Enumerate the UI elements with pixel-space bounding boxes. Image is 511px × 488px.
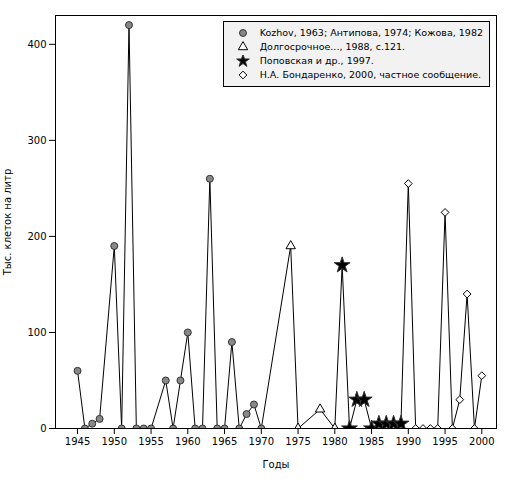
svg-text:1970: 1970 <box>249 436 274 447</box>
svg-text:1975: 1975 <box>285 436 310 447</box>
svg-text:0: 0 <box>40 423 46 434</box>
svg-text:1960: 1960 <box>175 436 200 447</box>
html-text:Долгосрочное..., 1988, с.121.: Долгосрочное..., 1988, с.121. <box>259 41 406 52</box>
svg-text:100: 100 <box>27 327 46 338</box>
html-text:Kozhov, 1963; Антипова, 1974;: Kozhov, 1963; Антипова, 1974; Кожова, 19… <box>259 27 483 38</box>
svg-text:300: 300 <box>27 135 46 146</box>
svg-text:1965: 1965 <box>212 436 237 447</box>
svg-text:Годы: Годы <box>262 459 289 470</box>
svg-text:Тыс. клеток на литр: Тыс. клеток на литр <box>2 169 13 277</box>
svg-text:1990: 1990 <box>396 436 421 447</box>
html-text:Поповская и др., 1997.: Поповская и др., 1997. <box>259 55 374 66</box>
svg-text:1980: 1980 <box>322 436 347 447</box>
svg-text:1950: 1950 <box>102 436 127 447</box>
svg-text:1955: 1955 <box>138 436 163 447</box>
svg-text:1945: 1945 <box>65 436 90 447</box>
svg-text:400: 400 <box>27 39 46 50</box>
html-text:Н.А. Бондаренко, 2000, частное: Н.А. Бондаренко, 2000, частное сообщение… <box>259 69 481 80</box>
svg-text:1985: 1985 <box>359 436 384 447</box>
svg-text:2000: 2000 <box>469 436 494 447</box>
svg-text:1995: 1995 <box>432 436 457 447</box>
svg-text:200: 200 <box>27 231 46 242</box>
